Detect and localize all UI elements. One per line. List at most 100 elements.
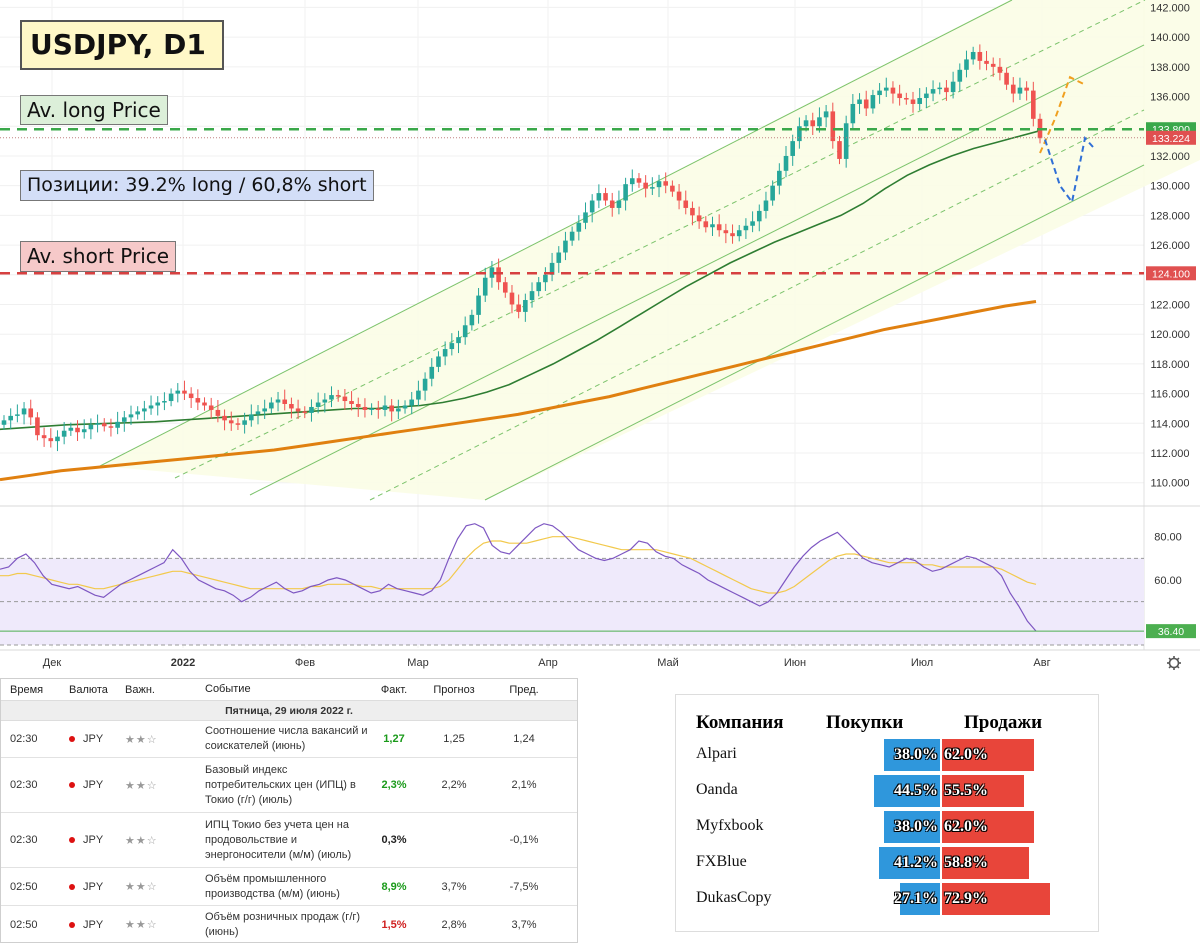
candle-body	[643, 182, 648, 189]
candle-body	[756, 210, 762, 222]
candle-body	[215, 409, 221, 416]
candle	[416, 380, 421, 406]
candle-body	[55, 436, 60, 442]
candle-body	[977, 51, 983, 61]
event-previous: 1,24	[513, 733, 535, 745]
candle	[88, 418, 94, 440]
candle	[770, 180, 775, 206]
candle	[8, 408, 13, 430]
candle-body	[623, 184, 628, 201]
candle-body	[21, 408, 27, 415]
candle-body	[609, 200, 615, 208]
price-tag-bg	[1146, 266, 1196, 281]
candle-body	[349, 401, 354, 404]
candle-body	[930, 89, 936, 94]
candle	[970, 46, 976, 65]
candle-body	[182, 390, 187, 394]
candle	[235, 418, 241, 430]
candle-body	[950, 81, 956, 93]
rsi-panel	[0, 523, 1144, 646]
candle	[823, 105, 829, 128]
candle-body	[355, 404, 361, 407]
ma200-line	[0, 300, 1037, 482]
event-time: 02:30	[10, 779, 38, 791]
event-name: Объём розничных продаж (г/г) (июнь)	[205, 910, 361, 938]
candle-body	[663, 181, 669, 186]
candle-body	[997, 66, 1003, 73]
candle-body	[1010, 84, 1016, 94]
candle-body	[823, 111, 829, 118]
event-actual: 8,9%	[381, 880, 407, 893]
candle	[984, 50, 989, 71]
sentiment-table: Компания Покупки Продажи Alpari 38.0% 62.0…	[675, 694, 1099, 932]
candle-body	[8, 415, 13, 421]
gear-icon	[1167, 656, 1181, 670]
event-forecast: 1,25	[443, 733, 465, 745]
candle-body	[88, 424, 94, 430]
sell-bar	[941, 811, 1034, 843]
importance-stars-icon: ★★☆	[125, 919, 158, 931]
candle	[355, 397, 361, 417]
candle-body	[436, 356, 441, 367]
candle-body	[743, 225, 749, 231]
event-currency: JPY	[61, 733, 119, 745]
candle	[783, 146, 789, 178]
time-tick-label: Апр	[538, 657, 557, 669]
candle-body	[850, 103, 856, 124]
candle-body	[456, 337, 461, 344]
candle	[369, 403, 374, 416]
candle	[101, 418, 107, 432]
buy-percent: 38.0%	[894, 818, 938, 835]
event-name: Базовый индекс потребительских цен (ИПЦ)…	[205, 763, 356, 806]
candle-body	[375, 408, 381, 410]
price-tick-label: 142.000	[1150, 2, 1190, 14]
candle	[1031, 81, 1036, 127]
sentiment-row: FXBlue 41.2% 58.8%	[676, 845, 1100, 879]
candle-body	[396, 408, 401, 412]
candle-body	[843, 123, 849, 159]
candle	[262, 399, 267, 420]
candle-body	[35, 417, 40, 436]
candle-body	[830, 111, 836, 142]
candle	[603, 187, 608, 206]
candle	[883, 77, 889, 97]
candle	[329, 386, 334, 408]
forecast-paths	[1039, 75, 1094, 205]
candle	[275, 391, 281, 412]
candle	[957, 63, 963, 92]
candle	[162, 392, 167, 411]
event-actual: 2,3%	[381, 779, 407, 791]
buy-percent: 38.0%	[894, 746, 938, 763]
candle	[716, 214, 722, 237]
gear-tooth	[1176, 657, 1180, 661]
candle	[810, 112, 816, 136]
rsi-value-tag: 36.40	[1146, 624, 1196, 639]
candle-body	[48, 438, 54, 442]
candle-body	[563, 240, 568, 253]
event-forecast: 2,8%	[441, 918, 467, 931]
candle	[382, 395, 388, 417]
buy-bar	[879, 847, 941, 879]
candle	[302, 406, 308, 419]
calendar-row: 02:30 JPY ★★☆ Базовый индекс потребительски…	[1, 758, 577, 813]
candle	[349, 391, 354, 411]
candle	[255, 405, 261, 425]
candle	[576, 215, 582, 241]
candle-body	[489, 267, 495, 278]
candle	[456, 330, 461, 354]
candle-body	[890, 87, 896, 94]
sentiment-header-company: Компания	[696, 712, 784, 733]
candle-body	[970, 51, 976, 60]
candle-body	[262, 408, 267, 412]
candle	[596, 184, 602, 209]
event-forecast: 3,7%	[441, 880, 467, 893]
candle-body	[924, 93, 929, 99]
event-actual: 0,3%	[381, 834, 407, 846]
candle-body	[68, 427, 74, 431]
event-time: 02:30	[10, 834, 38, 846]
candle-body	[108, 426, 114, 428]
price-tick-label: 122.000	[1150, 299, 1190, 311]
regression-channel	[99, 0, 1200, 501]
candle	[41, 427, 47, 447]
candle	[61, 421, 67, 445]
